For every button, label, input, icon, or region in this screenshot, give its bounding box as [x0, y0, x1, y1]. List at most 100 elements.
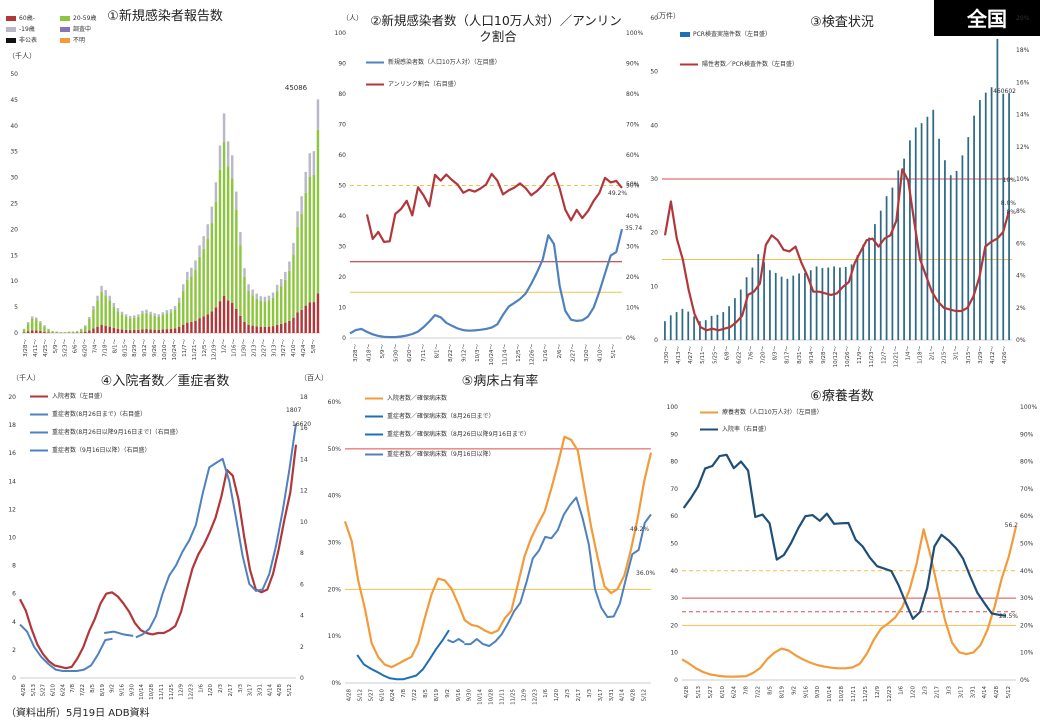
c1-bar-young	[47, 329, 49, 330]
c1-bar-elder	[113, 328, 115, 333]
c1-bar-young	[264, 297, 266, 302]
c1-bar-midage	[215, 202, 217, 308]
c6-legend-hospital-rate-label: 入院率（右目盛）	[722, 425, 770, 433]
c1-bar-young	[276, 285, 278, 291]
c5-xtick: 8/19	[434, 689, 440, 702]
c4-xtick: 6/10	[51, 684, 57, 697]
c6-ytick-right: 70%	[1020, 486, 1034, 493]
c1-bar-midage	[223, 142, 225, 296]
c1-bar-young	[194, 260, 196, 269]
c6-xtick: 9/30	[815, 686, 821, 699]
c1-bar-young	[260, 296, 262, 301]
c3-xtick: 7/20～	[761, 346, 767, 364]
c1-xtick: 10/10～	[162, 339, 168, 361]
c3-xtick: 8/17～	[785, 346, 791, 364]
c1-bar-midage	[170, 312, 172, 329]
c4-xtick: 9/2	[110, 684, 116, 693]
c1-bar-young	[202, 236, 204, 249]
c6-ytick-right: 100%	[1020, 404, 1037, 411]
c1-xtick: 2/13～	[251, 339, 257, 357]
c1-bar-midage	[202, 249, 204, 317]
c3-bar-pcr	[956, 171, 958, 340]
c1-bar-elder	[186, 323, 188, 333]
c3-bar-pcr	[787, 279, 789, 340]
c3-bar-pcr	[676, 312, 678, 340]
c6-xtick: 7/22	[756, 686, 762, 698]
c1-bar-midage	[68, 332, 70, 333]
c1-bar-elder	[35, 330, 37, 333]
c2-xtick: 11/14～	[502, 344, 508, 366]
c6-ytick-right: 0%	[1020, 677, 1030, 684]
c1-bar-midage	[288, 271, 290, 321]
c5-xtick: 5/12	[642, 689, 648, 701]
c1-legend-investigating-label: 調査中	[73, 25, 91, 33]
c2-ytick-left: 40	[338, 213, 346, 220]
c3-bar-pcr	[833, 266, 835, 340]
c1-bar-elder	[296, 312, 298, 333]
c5-label-blue-end: 36.0%	[636, 570, 655, 577]
c1-bar-midage	[207, 238, 209, 314]
c1-bar-midage	[121, 315, 123, 330]
c2-xtick: 6/20～	[407, 344, 413, 362]
c4-series-severe-to-aug26	[20, 625, 113, 671]
c1-bar-young	[84, 325, 86, 326]
c3-xtick: 12/7～	[881, 346, 887, 364]
c1-xtick: 8/15～	[122, 339, 128, 357]
c1-xtick: 4/24～	[301, 339, 307, 357]
c6-xtick: 5/13	[696, 686, 702, 699]
c1-xtick: 5/8～	[311, 339, 317, 354]
c1-bar-elder	[276, 325, 278, 333]
c1-xtick: 3/13～	[271, 339, 277, 357]
c4-xtick: 11/25	[169, 684, 175, 700]
c3-xtick: 3/1～	[954, 346, 960, 361]
c5-legend-hosp-rate-label: 入院者数／確保病床数	[387, 394, 447, 402]
c4-xtick: 12/23	[189, 684, 195, 700]
c4-xtick: 5/13	[31, 684, 37, 697]
c4-xtick: 4/28	[277, 684, 283, 697]
c6-ytick-left: 10	[670, 650, 678, 657]
c1-bar-young	[223, 113, 225, 142]
c3-bar-pcr	[868, 237, 870, 340]
c4-ytick-left: 8	[12, 563, 16, 570]
c2-ytick-right: 40%	[626, 213, 640, 220]
c3-bar-pcr	[921, 123, 923, 340]
c3-bar-pcr	[1002, 94, 1004, 340]
c1-bar-young	[162, 312, 164, 315]
c1-xtick: 4/25～	[43, 339, 49, 357]
c1-bar-young	[300, 196, 302, 214]
c1-bar-young	[186, 272, 188, 280]
c2-ytick-left: 0	[342, 335, 346, 342]
c3-bar-pcr	[927, 117, 929, 340]
c4-ytick-left: 12	[8, 506, 16, 513]
c1-unit: （千人）	[8, 51, 36, 60]
c1-bar-young	[243, 268, 245, 276]
c2-ytick-left: 10	[338, 305, 346, 312]
c1-bar-elder	[104, 326, 106, 333]
c6-ytick-left: 40	[670, 568, 678, 575]
c2-xtick: 3/20～	[584, 344, 590, 362]
c4-xtick: 12/9	[179, 684, 185, 697]
c4-ytick-left: 2	[12, 647, 16, 654]
c4-ytick-left: 0	[12, 675, 16, 682]
c1-bar-elder	[47, 332, 49, 333]
c1-bar-midage	[109, 301, 111, 327]
c2-ytick-right: 20%	[626, 274, 640, 281]
c1-bar-young	[145, 310, 147, 313]
c3-bar-pcr	[822, 268, 824, 340]
c3-bar-pcr	[950, 175, 952, 340]
c3-bar-pcr	[938, 139, 940, 340]
c5-legend-severe-b-label: 重症者数／確保病床数（8月26日以降9月16日まで）	[387, 430, 530, 438]
c1-ytick-left: 15	[10, 252, 18, 259]
c1-bar-young	[113, 303, 115, 307]
c3-bar-pcr	[717, 315, 719, 340]
c5-title: ⑤病床占有率	[462, 373, 539, 389]
c4-xtick: 8/19	[100, 684, 106, 697]
c4-series-severe-from-sep16	[136, 424, 296, 638]
c6-ytick-left: 100	[667, 404, 679, 411]
c1-bar-midage	[76, 331, 78, 332]
c4-xtick: 9/30	[129, 684, 135, 697]
c4-ytick-left: 20	[8, 394, 16, 401]
c1-xtick: 12/19～	[212, 339, 218, 361]
c5-xtick: 3/3	[587, 689, 593, 698]
c4-label-blue-end: 1807	[286, 407, 301, 414]
